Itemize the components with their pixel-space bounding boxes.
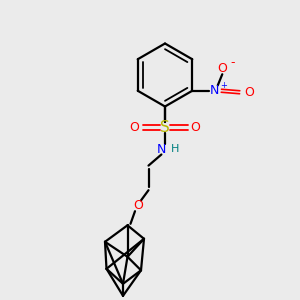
Text: O: O [130, 121, 139, 134]
Text: O: O [217, 62, 227, 75]
Text: N: N [157, 142, 166, 156]
Text: S: S [160, 120, 170, 135]
Text: H: H [170, 144, 179, 154]
Text: O: O [133, 199, 143, 212]
Text: O: O [244, 86, 254, 99]
Text: N: N [210, 84, 220, 97]
Text: -: - [230, 56, 235, 69]
Text: O: O [191, 121, 200, 134]
Text: +: + [220, 81, 226, 90]
